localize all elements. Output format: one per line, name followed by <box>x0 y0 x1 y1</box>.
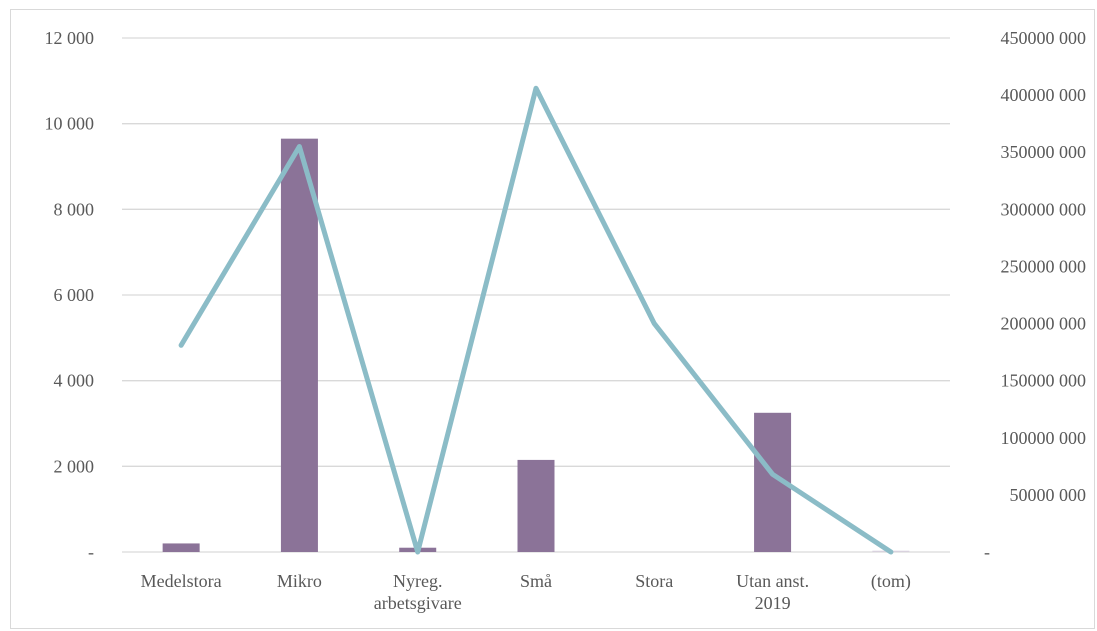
category-label: Små <box>520 571 552 591</box>
right-tick-label: 350000 000 <box>1001 142 1087 162</box>
bar <box>162 543 200 552</box>
category-labels: Medelstora Mikro Nyreg. arbetsgivare Små Stor… <box>141 571 911 613</box>
right-tick-label: 150000 000 <box>1001 371 1087 391</box>
left-tick-label: 10 000 <box>45 114 95 134</box>
right-tick-label: 100000 000 <box>1001 428 1087 448</box>
right-tick-label: - <box>984 542 990 562</box>
series-line <box>178 85 894 555</box>
right-tick-label: 50000 000 <box>1010 485 1087 505</box>
left-axis-ticks: - 2 000 4 000 6 000 8 000 10 000 12 000 <box>45 28 95 562</box>
category-label: Mikro <box>277 571 322 591</box>
line-series <box>178 85 894 555</box>
bar <box>280 138 318 553</box>
category-label: Nyreg. arbetsgivare <box>374 571 462 613</box>
chart-frame <box>10 9 1095 629</box>
left-tick-label: 4 000 <box>54 371 95 391</box>
right-tick-label: 400000 000 <box>1001 85 1087 105</box>
right-axis-ticks: - 50000 000 100000 000 150000 000 200000 000… <box>984 28 1086 562</box>
left-tick-label: 12 000 <box>45 28 95 48</box>
category-label: Medelstora <box>141 571 222 591</box>
left-tick-label: 6 000 <box>54 285 95 305</box>
right-tick-label: 450000 000 <box>1001 28 1087 48</box>
left-tick-label: 2 000 <box>54 456 95 476</box>
left-tick-label: - <box>88 542 94 562</box>
right-tick-label: 300000 000 <box>1001 199 1087 219</box>
right-tick-label: 250000 000 <box>1001 256 1087 276</box>
left-tick-label: 8 000 <box>54 199 95 219</box>
category-label: (tom) <box>871 571 911 592</box>
bar <box>517 459 555 552</box>
category-label: Utan anst. 2019 <box>736 571 809 613</box>
right-tick-label: 200000 000 <box>1001 314 1087 334</box>
category-label: Stora <box>635 571 673 591</box>
